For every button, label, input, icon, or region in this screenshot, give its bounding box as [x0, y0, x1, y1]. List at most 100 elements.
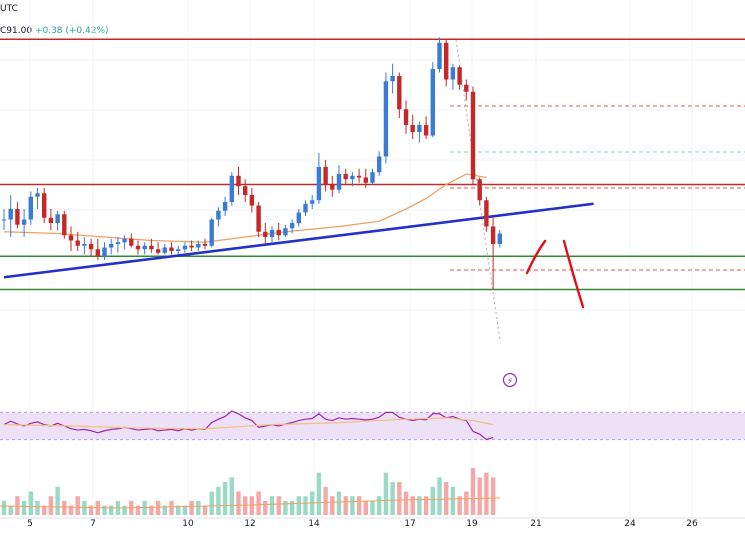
volume-bar [269, 496, 275, 515]
volume-bar [383, 472, 389, 515]
candle-body [430, 69, 435, 136]
candle-body [484, 200, 489, 227]
volume-bar [370, 500, 375, 515]
candle-body [1, 219, 7, 221]
moving-average-line [3, 173, 487, 243]
candle-body [444, 42, 449, 80]
candle-body [62, 214, 67, 236]
volume-bar [303, 496, 308, 515]
candle-body [129, 238, 134, 246]
volume-bar [162, 505, 167, 515]
candle-body [68, 235, 74, 241]
volume-bar [464, 491, 469, 515]
volume-bar [336, 491, 342, 515]
header-close: C91.00 [0, 26, 33, 36]
volume-bar [216, 486, 221, 515]
volume-bar [397, 482, 402, 515]
volume-bar [403, 491, 409, 515]
candle-body [142, 245, 147, 250]
candle-body [310, 200, 315, 204]
volume-bar [343, 496, 348, 515]
candle-body [397, 76, 402, 110]
candle-body [48, 217, 54, 223]
candle-body [403, 109, 409, 125]
volume-bar [490, 477, 496, 515]
rsi-ma-line [3, 417, 494, 430]
volume-bar [42, 505, 47, 515]
volume-bar [470, 468, 476, 515]
x-axis: 5 7 10 12 14 17 19 21 24 26 [0, 517, 745, 529]
candle-body [149, 245, 154, 250]
volume-bar [276, 496, 281, 515]
x-tick-label: 14 [308, 519, 320, 529]
volume-bar [15, 496, 20, 515]
candle-body [377, 156, 382, 173]
candle-body [256, 205, 261, 232]
candle-body [450, 67, 456, 80]
rsi-pane [0, 410, 745, 441]
candle-body [55, 214, 60, 223]
lightning-icon-circle [502, 372, 518, 388]
candle-body [122, 238, 127, 243]
x-tick-label: 24 [624, 519, 636, 529]
x-tick-label: 17 [404, 519, 415, 529]
x-tick-label: 7 [90, 519, 96, 529]
volume-bar [229, 477, 234, 515]
candle-body [477, 179, 482, 201]
candle-body [283, 228, 288, 236]
candle-body [222, 202, 228, 211]
candle-body [464, 84, 469, 92]
annotations: ⚡ [502, 239, 585, 388]
candle-body [102, 247, 107, 257]
candle-body [457, 67, 462, 85]
candle-body [216, 210, 221, 220]
candle-body [390, 76, 395, 82]
volume-bar [457, 496, 462, 515]
volume-bar [484, 472, 489, 515]
candle-body [303, 203, 308, 213]
horizontal-levels [0, 38, 745, 341]
volume-bar [249, 496, 255, 515]
candle-body [343, 174, 348, 180]
volume-bar [68, 505, 74, 515]
candle-body [363, 177, 368, 183]
candle-body [95, 249, 100, 257]
candle-body [75, 240, 80, 246]
volume-bar [62, 500, 67, 515]
volume-bar [410, 496, 415, 515]
volume-bar [209, 491, 214, 515]
candle-body [196, 244, 201, 248]
volume-bar [189, 500, 194, 515]
volume-bar [55, 486, 60, 515]
candle-body [109, 244, 114, 248]
volume-pane [0, 468, 501, 515]
volume-bar [390, 482, 395, 515]
volume-bar [142, 500, 147, 515]
candle-body [229, 175, 234, 202]
volume-bar [256, 491, 261, 515]
volume-bar [88, 505, 94, 515]
volume-bar [437, 477, 442, 515]
candle-body [162, 247, 167, 253]
volume-bar [316, 472, 322, 515]
candle-body [21, 219, 27, 225]
candle-body [263, 231, 268, 237]
candle-body [356, 175, 362, 178]
volume-bar [350, 496, 355, 515]
hand-drawn-up-stroke [525, 239, 547, 275]
candle-body [370, 172, 375, 183]
volume-bar [202, 505, 208, 515]
candle-body [15, 209, 20, 225]
candle-body [316, 167, 322, 201]
volume-bar [135, 505, 141, 515]
volume-bar [330, 496, 335, 515]
volume-bar [8, 505, 13, 515]
volume-bar [377, 496, 382, 515]
candle-body [490, 226, 496, 244]
volume-bar [102, 505, 107, 515]
candle-body [470, 91, 476, 180]
volume-bar [450, 486, 456, 515]
candle-body [42, 193, 47, 218]
candle-body [249, 195, 255, 206]
